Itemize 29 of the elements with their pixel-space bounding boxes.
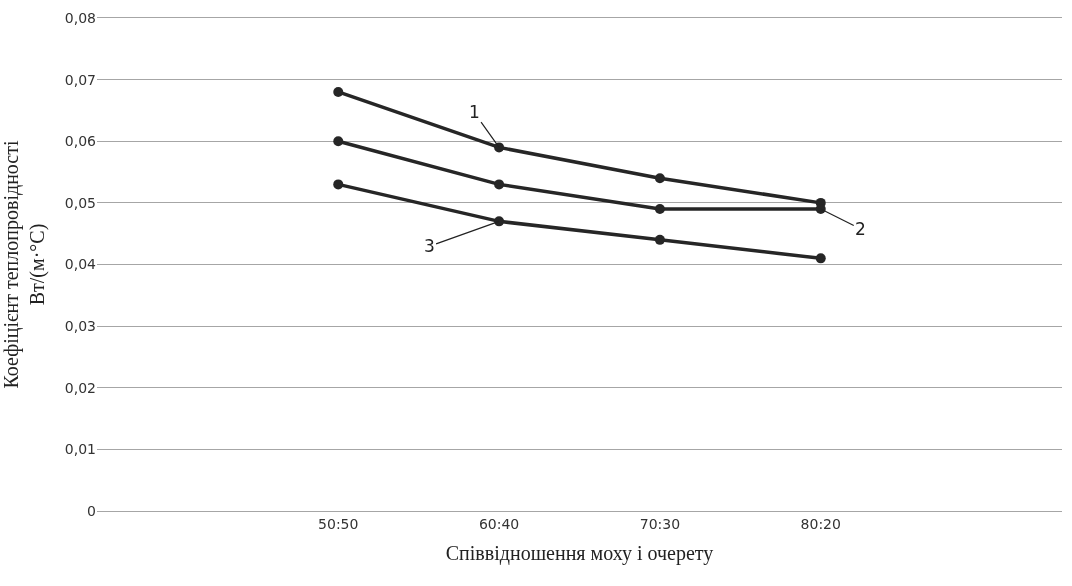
y-tick-label: 0,03 bbox=[64, 318, 96, 335]
x-tick-label: 70:30 bbox=[639, 515, 681, 532]
point bbox=[494, 142, 505, 153]
point bbox=[654, 234, 665, 245]
point bbox=[333, 86, 344, 97]
point bbox=[654, 204, 665, 215]
annotation: 1 bbox=[469, 102, 480, 122]
point bbox=[333, 136, 344, 147]
point bbox=[494, 179, 505, 190]
annotation: 2 bbox=[855, 219, 866, 239]
point bbox=[333, 179, 344, 190]
y-tick-label: 0,07 bbox=[64, 71, 96, 88]
x-tick-label: 50:50 bbox=[318, 515, 359, 532]
y-axis-title: Коефіцієнт теплопровідності Вт/(м·°С) bbox=[0, 140, 49, 389]
y-tick-label: 0,01 bbox=[64, 441, 96, 458]
y-tick-label: 0,04 bbox=[64, 256, 97, 273]
point bbox=[654, 173, 665, 184]
y-tick-label: 0 bbox=[87, 502, 96, 519]
y-tick-label: 0,08 bbox=[64, 9, 96, 26]
y-tick-label: 0,02 bbox=[64, 379, 96, 396]
point bbox=[815, 204, 826, 215]
annotation: 3 bbox=[424, 236, 435, 256]
x-tick-label: 60:40 bbox=[478, 515, 520, 532]
x-axis-title: Співвідношення моху і очерету bbox=[445, 542, 714, 566]
y-tick-label: 0,05 bbox=[64, 194, 96, 211]
x-tick-label: 80:20 bbox=[800, 515, 841, 532]
point bbox=[815, 253, 826, 264]
point bbox=[494, 216, 505, 227]
y-tick-label: 0,06 bbox=[64, 133, 97, 150]
